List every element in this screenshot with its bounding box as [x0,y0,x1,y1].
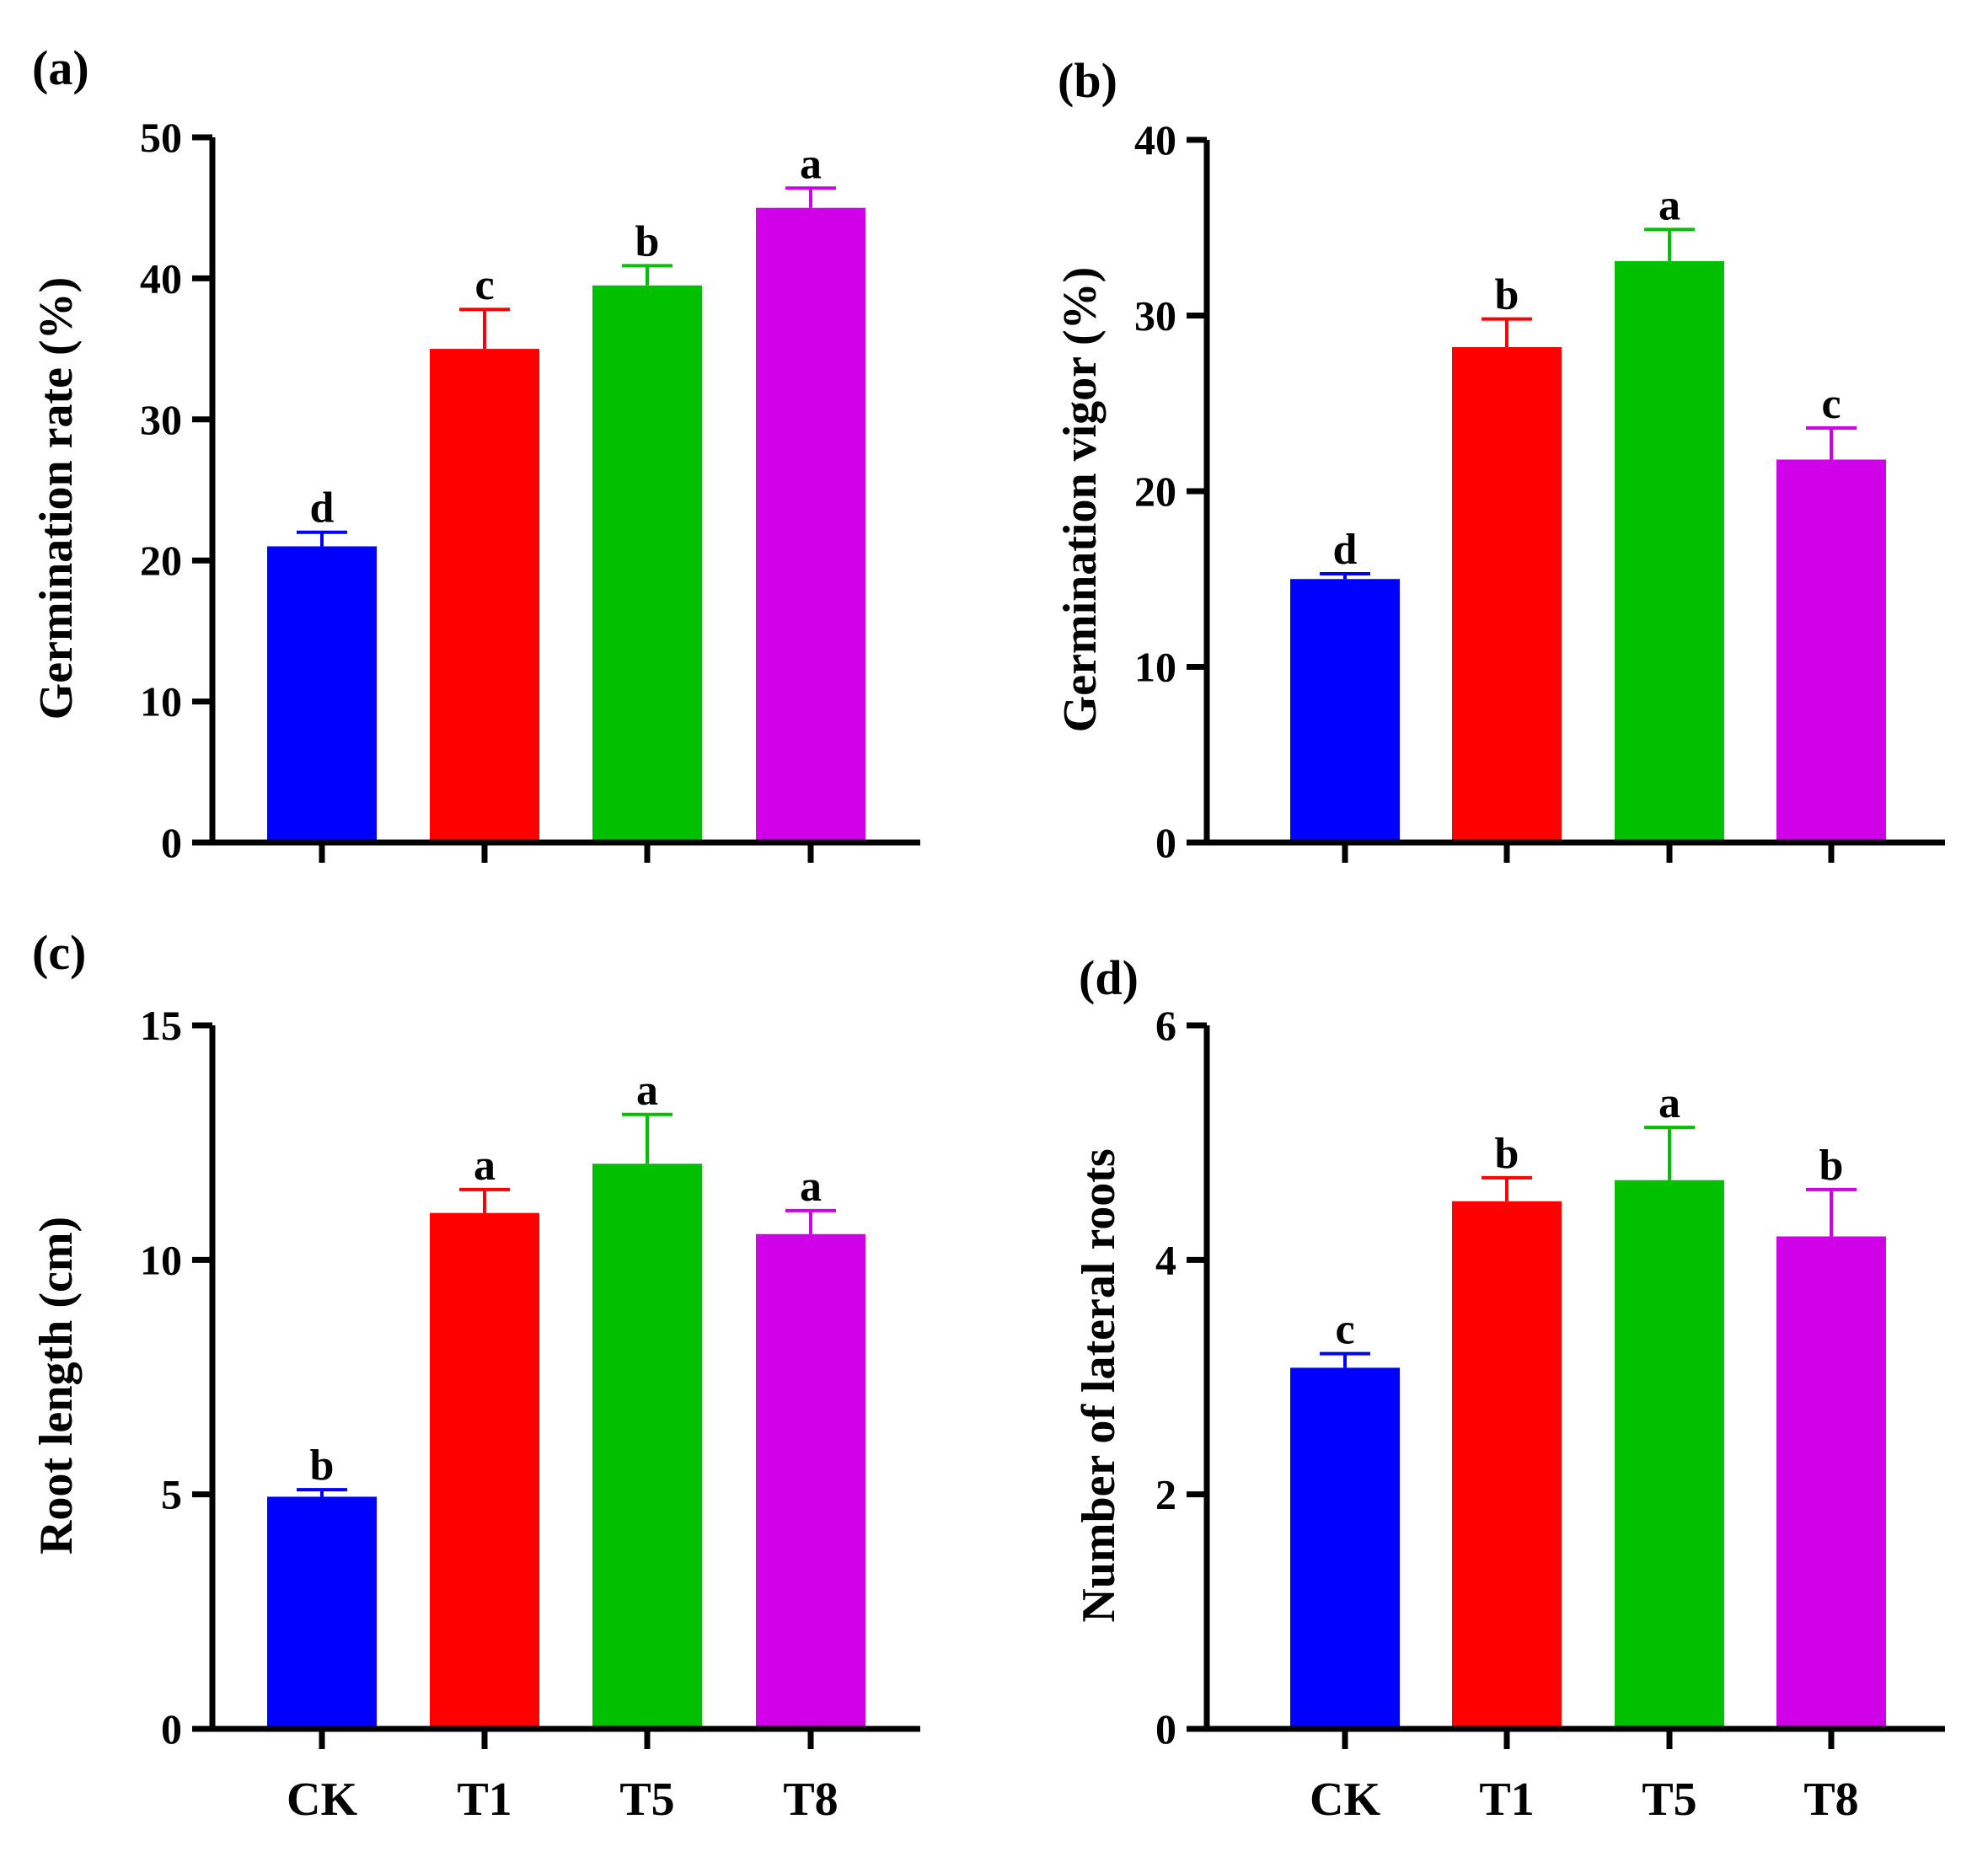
significance-letter-t8: a [800,1163,822,1211]
bar-ck [267,1496,377,1729]
significance-letter-t1: a [474,1142,496,1190]
x-tick-label-t5: T5 [1642,1774,1696,1826]
significance-letter-t5: b [635,217,660,265]
panel-label: (c) [32,925,86,980]
x-tick-label-t8: T8 [1803,1774,1858,1826]
bar-t8 [756,1233,865,1729]
y-tick-label: 15 [140,1002,182,1049]
significance-letter-t8: a [800,140,822,188]
y-tick-label: 4 [1155,1236,1176,1283]
bar-ck [1290,579,1400,843]
y-tick-label: 40 [1134,116,1176,163]
y-axis-title: Germination vigor (%) [1054,267,1107,733]
significance-letter-t8: c [1821,380,1841,428]
y-tick-label: 10 [140,1236,182,1283]
x-tick-label-t1: T1 [1479,1774,1534,1826]
panel-label: (b) [1058,53,1117,108]
bar-t8 [1776,459,1886,843]
y-tick-label: 10 [1134,644,1176,691]
panel-label: (d) [1079,950,1139,1005]
x-tick-label-t5: T5 [619,1774,674,1826]
y-tick-label: 40 [140,254,182,302]
y-tick-label: 20 [1134,468,1176,515]
significance-letter-ck: c [1335,1306,1354,1354]
bar-t5 [592,285,702,843]
y-tick-label: 50 [140,114,182,161]
significance-letter-t1: b [1495,1130,1519,1178]
significance-letter-ck: b [310,1442,335,1490]
y-tick-label: 20 [140,537,182,584]
significance-letter-ck: d [1333,526,1358,574]
bar-ck [1290,1367,1400,1729]
significance-letter-t8: b [1819,1142,1844,1190]
y-axis-title: Number of lateral roots [1073,1148,1125,1623]
significance-letter-t5: a [1658,1079,1680,1127]
significance-letter-t5: a [1658,181,1680,229]
x-tick-label-t8: T8 [783,1774,838,1826]
panel-b: (b) d b a c 0 10 20 30 40 Germination vigor (%) [1054,53,1945,866]
bar-t8 [1776,1236,1886,1729]
x-tick-label-ck: CK [287,1774,357,1826]
y-tick-label: 0 [1155,1705,1176,1752]
y-tick-label: 0 [1155,819,1176,866]
x-tick-label-t1: T1 [457,1774,512,1826]
y-tick-label: 0 [161,819,182,866]
panel-c: (c) b CK a T1 a T5 a T8 0 5 10 15 Root length (cm) [30,925,920,1826]
bar-t1 [430,1212,539,1729]
y-axis-title: Germination rate (%) [30,277,83,720]
y-tick-label: 30 [140,396,182,443]
panel-label: (a) [32,40,89,95]
bar-t1 [1452,347,1562,843]
y-axis-title: Root length (cm) [30,1217,83,1554]
bar-t5 [1615,260,1724,843]
significance-letter-ck: d [310,484,335,532]
bar-t1 [430,349,539,843]
bar-t5 [592,1164,702,1729]
bar-t8 [756,207,865,843]
significance-letter-t1: b [1495,271,1519,319]
y-tick-label: 30 [1134,292,1176,340]
x-tick-label-ck: CK [1310,1774,1380,1826]
significance-letter-t5: a [636,1067,658,1115]
bar-t1 [1452,1201,1562,1729]
panel-d: (d) c CK b T1 a T5 b T8 0 2 4 6 Number of lateral roo… [1073,950,1945,1826]
panel-a: (a) d c b a 0 10 20 30 40 50 Germination rate (%) [30,40,920,866]
bar-t5 [1615,1180,1724,1729]
y-tick-label: 6 [1155,1002,1176,1049]
y-tick-label: 10 [140,678,182,725]
significance-letter-t1: c [474,261,494,309]
y-tick-label: 2 [1155,1471,1176,1518]
y-tick-label: 5 [161,1471,182,1518]
y-tick-label: 0 [161,1705,182,1752]
bar-ck [267,546,377,843]
